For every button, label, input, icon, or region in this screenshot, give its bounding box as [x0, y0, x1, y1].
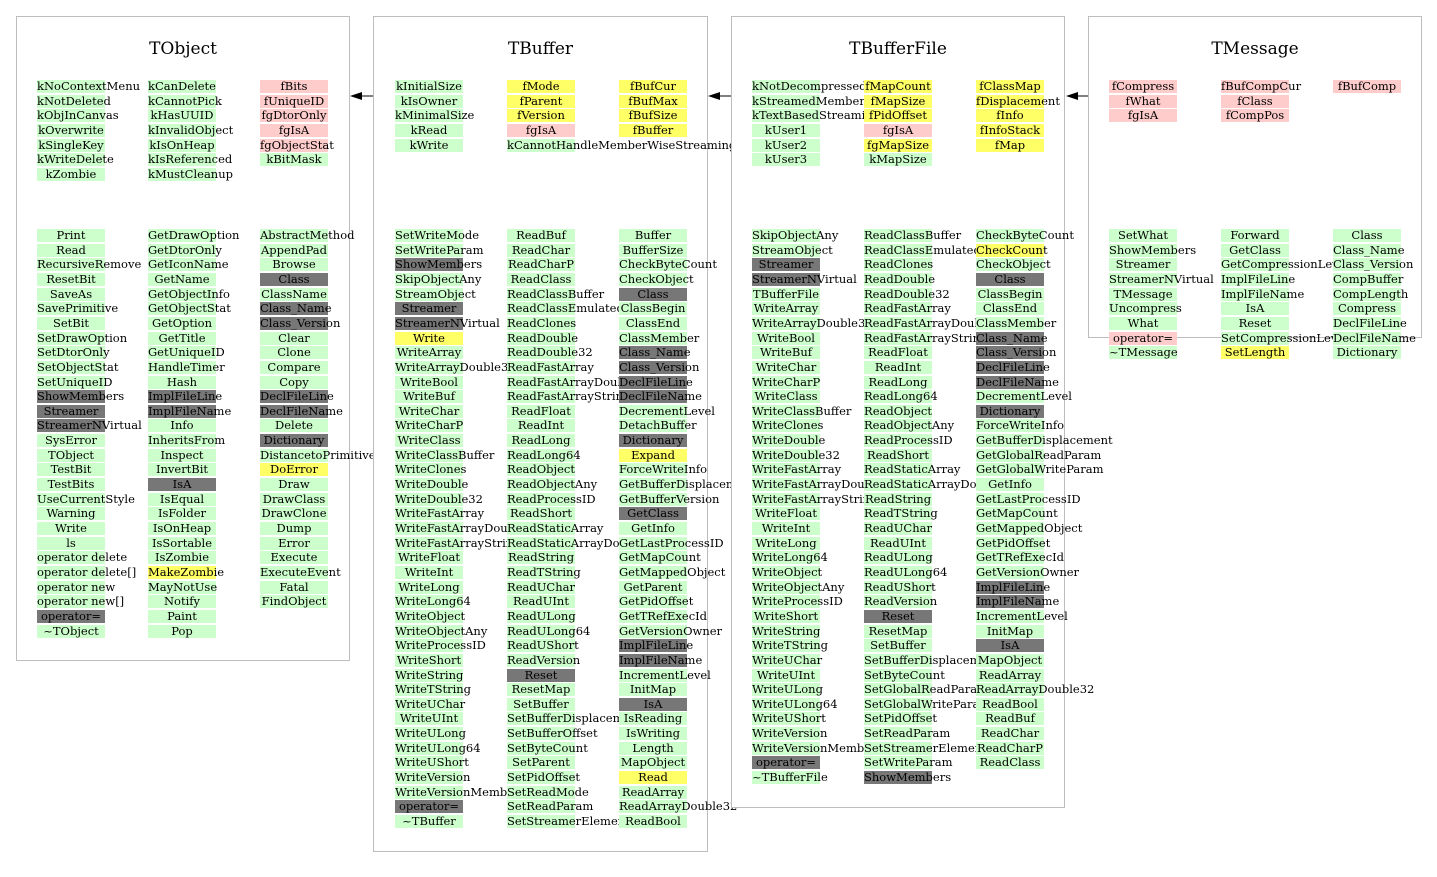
inheritance-arrow: [350, 92, 373, 100]
inheritance-arrow: [1066, 92, 1088, 100]
inheritance-arrow: [708, 92, 731, 100]
